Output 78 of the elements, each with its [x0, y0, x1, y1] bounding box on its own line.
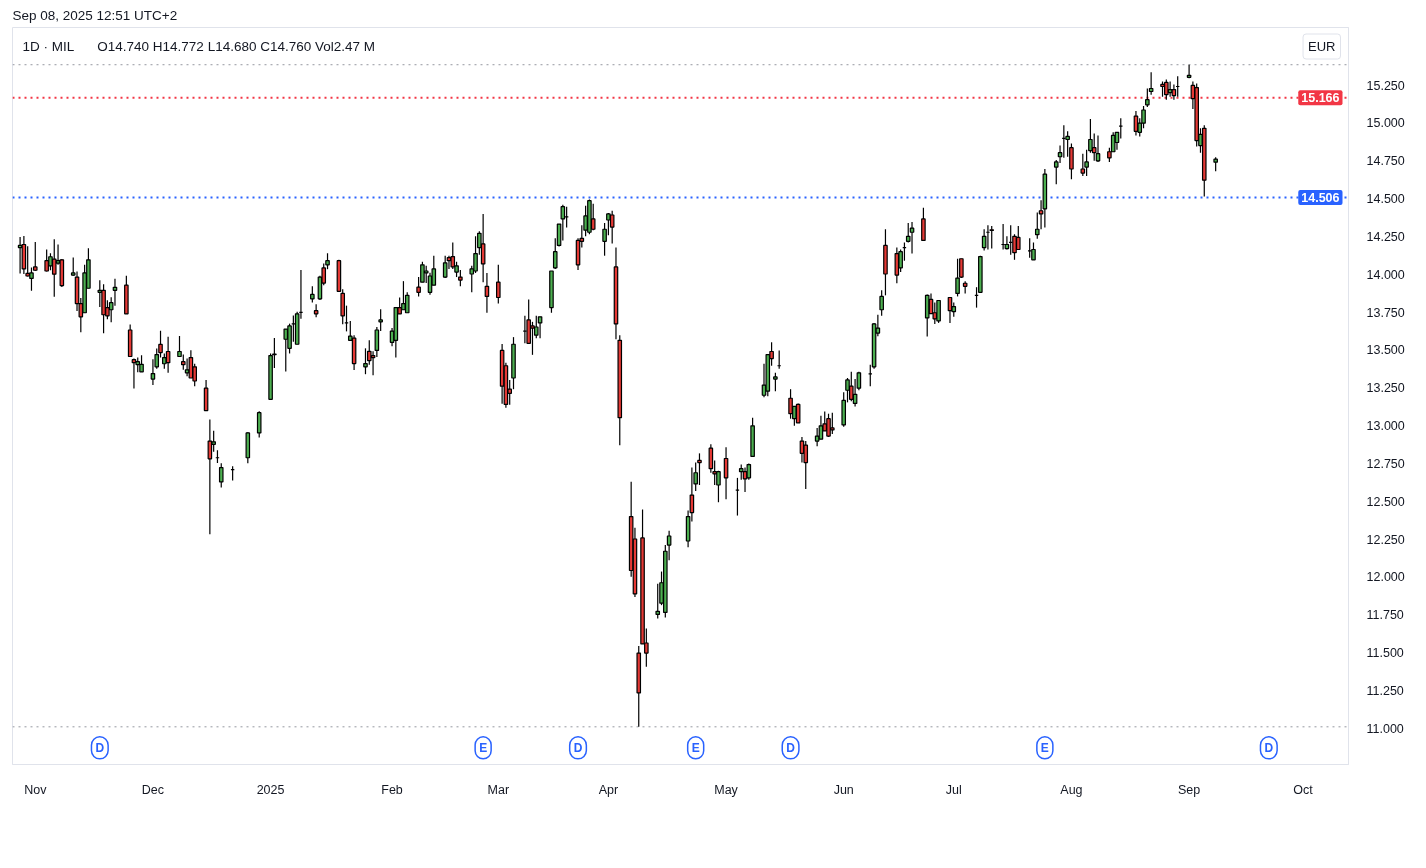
x-tick-label: Apr — [598, 782, 619, 797]
text: O14.740 H14.772 L14.680 C14.760 Vol2.47 M — [97, 39, 376, 54]
x-tick-label: Feb — [381, 782, 403, 797]
candlestick — [814, 427, 820, 447]
candlestick — [1015, 225, 1021, 251]
candlestick — [848, 371, 854, 402]
y-tick-label: 12.250 — [1366, 532, 1405, 547]
y-tick-label: 14.750 — [1366, 154, 1405, 169]
candlestick — [1145, 87, 1150, 108]
y-tick-label: 14.000 — [1366, 267, 1405, 282]
annotation: E — [479, 740, 488, 755]
annotation: E — [1040, 740, 1049, 755]
candlestick — [788, 388, 793, 420]
candlestick — [795, 402, 801, 424]
y-tick-label: 14.250 — [1366, 229, 1405, 244]
x-tick-label: May — [714, 782, 739, 797]
text: 1D · MIL — [22, 39, 75, 54]
candlestick — [894, 246, 900, 284]
y-tick-label: 12.750 — [1366, 456, 1405, 471]
candlestick — [537, 316, 543, 339]
x-tick-label: Sep — [1177, 782, 1201, 797]
y-tick-label: 14.500 — [1366, 192, 1405, 207]
candlestick — [29, 266, 34, 292]
x-tick-label: Aug — [1060, 782, 1083, 797]
candlestick — [150, 358, 156, 386]
candlestick — [203, 379, 209, 412]
y-tick-label: 12.500 — [1366, 494, 1405, 509]
x-tick-label: Mar — [487, 782, 510, 797]
candlestick — [773, 372, 778, 392]
y-tick-label: 11.500 — [1366, 646, 1404, 661]
y-tick-label: 11.000 — [1366, 721, 1404, 736]
candlestick — [256, 410, 262, 439]
y-tick-label: 13.000 — [1366, 419, 1405, 434]
candlestick — [1164, 78, 1169, 101]
annotation: D — [95, 740, 105, 755]
text: Sep 08, 2025 12:51 UTC+2 — [12, 7, 178, 23]
x-tick-label: Dec — [141, 782, 165, 797]
candlestick — [44, 248, 49, 273]
y-axis-title: EUR — [1308, 39, 1336, 54]
ref-line-label: 14.506 — [1301, 191, 1340, 206]
y-tick-label: 11.750 — [1366, 608, 1404, 623]
x-tick-label: Jul — [945, 782, 962, 797]
candlestick — [218, 462, 224, 489]
y-tick-label: 12.000 — [1366, 570, 1405, 585]
x-tick-label: Jun — [833, 782, 854, 797]
candlestick — [830, 412, 835, 435]
candlestick — [924, 293, 930, 338]
y-tick-label: 11.250 — [1366, 683, 1404, 698]
candlestick — [602, 222, 607, 257]
y-tick-label: 13.500 — [1366, 343, 1405, 358]
candlestick — [530, 321, 535, 356]
annotation: E — [691, 740, 700, 755]
candlestick — [989, 225, 995, 250]
candlestick — [1080, 153, 1086, 177]
annotation: D — [1264, 740, 1274, 755]
ref-line-label: 15.166 — [1301, 91, 1340, 106]
x-tick-label: Nov — [24, 782, 48, 797]
candlestick — [1186, 64, 1192, 79]
candlestick — [936, 299, 941, 324]
x-tick-label: Oct — [1293, 782, 1314, 797]
y-tick-label: 13.750 — [1366, 305, 1405, 320]
candlestick — [590, 203, 596, 231]
candlestick — [655, 583, 661, 620]
candlestick — [496, 264, 501, 305]
candlestick — [879, 289, 884, 317]
candlestick — [283, 328, 289, 373]
y-tick-label: 15.000 — [1366, 116, 1405, 131]
x-tick-label: 2025 — [256, 782, 285, 797]
y-tick-label: 15.250 — [1366, 78, 1405, 93]
y-tick-label: 13.250 — [1366, 381, 1405, 396]
candlestick — [803, 440, 809, 490]
candlestick — [560, 204, 566, 242]
candlestick — [921, 207, 926, 242]
candlestick — [697, 452, 702, 486]
annotation: D — [573, 740, 583, 755]
candlestick — [480, 213, 486, 283]
candlestick — [1034, 211, 1040, 240]
annotation: D — [786, 740, 796, 755]
